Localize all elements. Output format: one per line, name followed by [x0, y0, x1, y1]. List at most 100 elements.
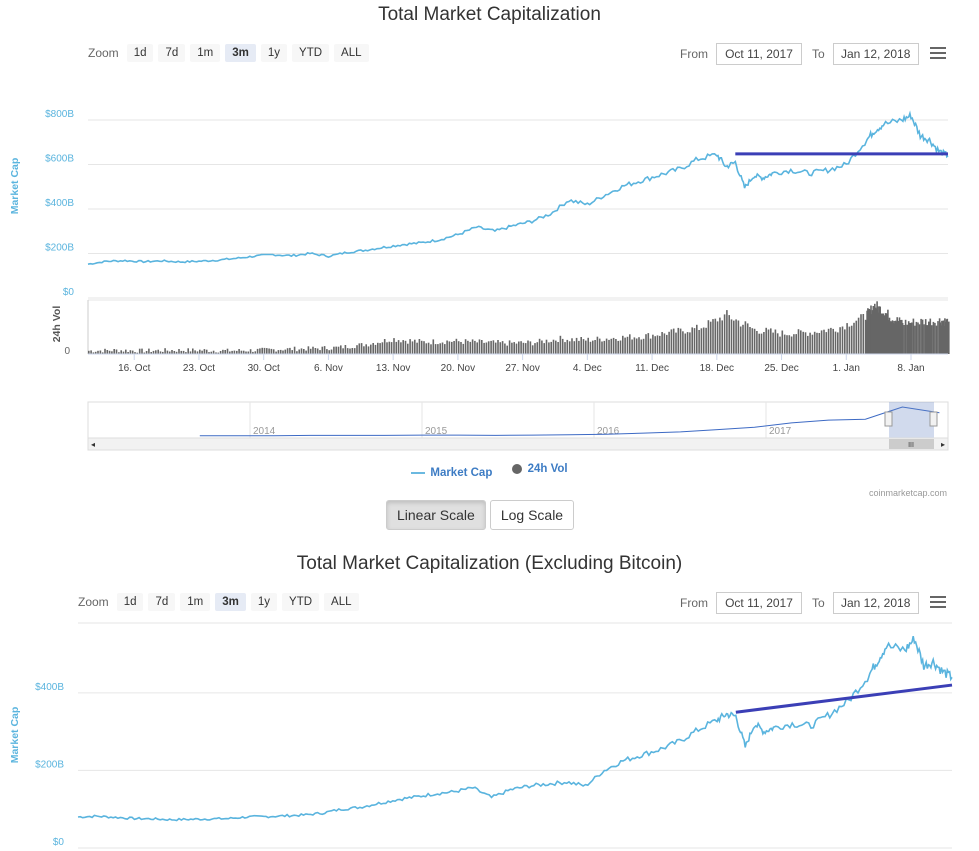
zoom-7d-button[interactable]: 7d — [158, 44, 186, 62]
zoom-1d-button[interactable]: 1d — [126, 44, 154, 62]
zoom-all-button[interactable]: ALL — [324, 593, 359, 611]
scroll-left-icon[interactable]: ◂ — [91, 440, 95, 449]
volume-bar — [414, 339, 416, 354]
zoom-1d-button[interactable]: 1d — [116, 593, 144, 611]
volume-bar — [765, 327, 767, 354]
volume-bar — [811, 334, 814, 354]
ytick-label: $400B — [45, 198, 74, 209]
zoom-1y-button[interactable]: 1y — [250, 593, 278, 611]
zoom-label: Zoom — [78, 595, 109, 609]
from-date-input[interactable]: Oct 11, 2017 — [716, 43, 802, 65]
volume-bar — [118, 352, 120, 354]
volume-bar — [469, 341, 472, 354]
volume-bar — [268, 348, 270, 354]
volume-bar — [885, 313, 888, 354]
volume-bar — [321, 346, 324, 354]
volume-bar — [541, 340, 543, 354]
volume-bar — [550, 341, 552, 354]
ytick-label: $400B — [35, 682, 64, 693]
legend-market-cap-label: Market Cap — [430, 467, 493, 479]
to-date-input[interactable]: Jan 12, 2018 — [832, 43, 919, 65]
volume-bar — [633, 337, 636, 354]
volume-bar — [196, 351, 199, 354]
chart-credits[interactable]: coinmarketcap.com — [868, 488, 947, 498]
to-date-input[interactable]: Jan 12, 2018 — [832, 592, 919, 614]
volume-bar — [522, 342, 525, 354]
volume-bar — [758, 333, 760, 354]
log-scale-button[interactable]: Log Scale — [489, 500, 575, 530]
zoom-7d-button[interactable]: 7d — [148, 593, 176, 611]
volume-bar — [536, 342, 539, 354]
linear-scale-button[interactable]: Linear Scale — [386, 500, 486, 530]
volume-bar — [353, 348, 356, 354]
volume-bar — [841, 326, 844, 354]
scroll-right-icon[interactable]: ▸ — [941, 440, 945, 449]
zoom-1y-button[interactable]: 1y — [260, 44, 288, 62]
volume-bar — [478, 339, 481, 354]
navigator-right-handle[interactable] — [929, 411, 938, 427]
volume-bar — [346, 348, 349, 354]
navigator-selection[interactable] — [889, 402, 934, 438]
volume-bar — [141, 348, 143, 354]
volume-bar — [935, 325, 938, 354]
xtick-label: 11. Dec — [635, 363, 669, 374]
zoom-3m-button[interactable]: 3m — [225, 44, 256, 62]
volume-bar — [261, 347, 263, 354]
volume-bar — [279, 349, 282, 354]
legend-volume[interactable]: 24h Vol — [511, 463, 568, 475]
zoom-all-button[interactable]: ALL — [334, 44, 369, 62]
volume-bar — [878, 306, 881, 354]
volume-bar — [728, 315, 730, 354]
volume-bar — [737, 320, 740, 354]
volume-bar — [370, 344, 372, 354]
volume-bar — [427, 342, 430, 354]
volume-bar — [236, 350, 238, 354]
volume-bar — [730, 319, 733, 354]
volume-bar — [608, 339, 610, 354]
volume-bar — [374, 344, 377, 354]
volume-bar — [934, 322, 936, 354]
chart2-menu-icon[interactable] — [930, 596, 946, 609]
volume-bar — [848, 326, 851, 354]
navigator-scrollbar-thumb[interactable] — [889, 439, 934, 449]
volume-bar — [104, 348, 106, 354]
volume-bar — [166, 350, 169, 354]
legend-market-cap[interactable]: Market Cap — [411, 467, 492, 479]
volume-bar — [807, 335, 809, 354]
volume-bar — [381, 342, 384, 354]
zoom-1m-button[interactable]: 1m — [190, 44, 221, 62]
chart1-menu-icon[interactable] — [930, 47, 946, 60]
volume-bar — [776, 333, 779, 354]
volume-bar — [175, 351, 178, 354]
xtick-label: 13. Nov — [376, 363, 410, 374]
volume-bar — [282, 350, 284, 354]
zoom-ytd-button[interactable]: YTD — [292, 44, 330, 62]
volume-bar — [527, 340, 529, 354]
zoom-3m-button[interactable]: 3m — [215, 593, 246, 611]
xtick-label: 23. Oct — [183, 363, 215, 374]
volume-bar — [909, 322, 912, 354]
volume-bar — [788, 335, 791, 354]
volume-bar — [150, 352, 152, 354]
volume-bar — [668, 331, 670, 354]
navigator-scrollbar-track[interactable] — [87, 437, 949, 451]
volume-bar — [439, 343, 441, 354]
volume-bar — [402, 340, 404, 354]
volume-bar — [483, 342, 485, 354]
volume-bar — [451, 341, 453, 354]
navigator-left-handle[interactable] — [884, 411, 893, 427]
volume-bar — [573, 341, 576, 354]
zoom-1m-button[interactable]: 1m — [180, 593, 211, 611]
chart2-zoom-bar: Zoom 1d 7d 1m 3m 1y YTD ALL — [78, 593, 364, 611]
zoom-ytd-button[interactable]: YTD — [282, 593, 320, 611]
volume-bar — [425, 343, 428, 354]
volume-bar — [589, 341, 592, 354]
volume-bar — [642, 338, 645, 354]
chart2-date-range: From Oct 11, 2017 To Jan 12, 2018 — [680, 592, 929, 614]
volume-bar — [386, 342, 388, 354]
volume-bar — [929, 318, 932, 354]
volume-bar — [723, 314, 726, 354]
from-date-input[interactable]: Oct 11, 2017 — [716, 592, 802, 614]
volume-bar — [125, 349, 127, 354]
volume-bar — [906, 324, 908, 354]
